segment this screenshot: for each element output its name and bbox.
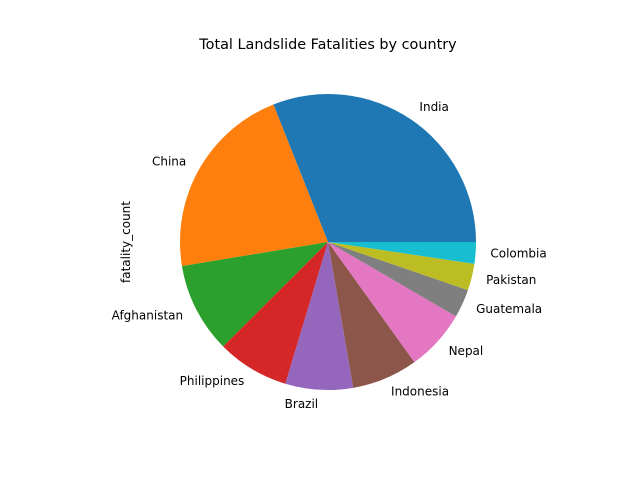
pie-label-india: India [419, 100, 448, 114]
pie-label-philippines: Philippines [180, 374, 245, 388]
y-axis-label: fatality_count [119, 201, 133, 283]
pie-slice-philippines [223, 242, 328, 384]
pie-label-indonesia: Indonesia [391, 385, 449, 399]
chart-title: Total Landslide Fatalities by country [198, 37, 457, 53]
pie-slice-nepal [328, 242, 456, 363]
pie-label-colombia: Colombia [490, 247, 546, 261]
pie-label-china: China [152, 154, 186, 168]
pie-slices [180, 94, 476, 390]
pie-slice-afghanistan [181, 242, 328, 347]
pie-label-brazil: Brazil [285, 397, 319, 411]
pie-labels: India China Afghanistan Philippines Brazil In… [112, 100, 547, 411]
pie-slice-india [273, 94, 476, 243]
pie-slice-china [180, 104, 328, 267]
pie-label-nepal: Nepal [449, 344, 484, 358]
pie-slice-guatemala [328, 242, 468, 317]
pie-slice-indonesia [328, 242, 415, 388]
pie-slice-brazil [285, 242, 354, 390]
pie-label-afghanistan: Afghanistan [112, 309, 183, 323]
pie-label-guatemala: Guatemala [476, 302, 542, 316]
pie-label-pakistan: Pakistan [486, 273, 536, 287]
pie-slice-colombia [328, 242, 476, 264]
pie-slice-pakistan [328, 242, 475, 291]
